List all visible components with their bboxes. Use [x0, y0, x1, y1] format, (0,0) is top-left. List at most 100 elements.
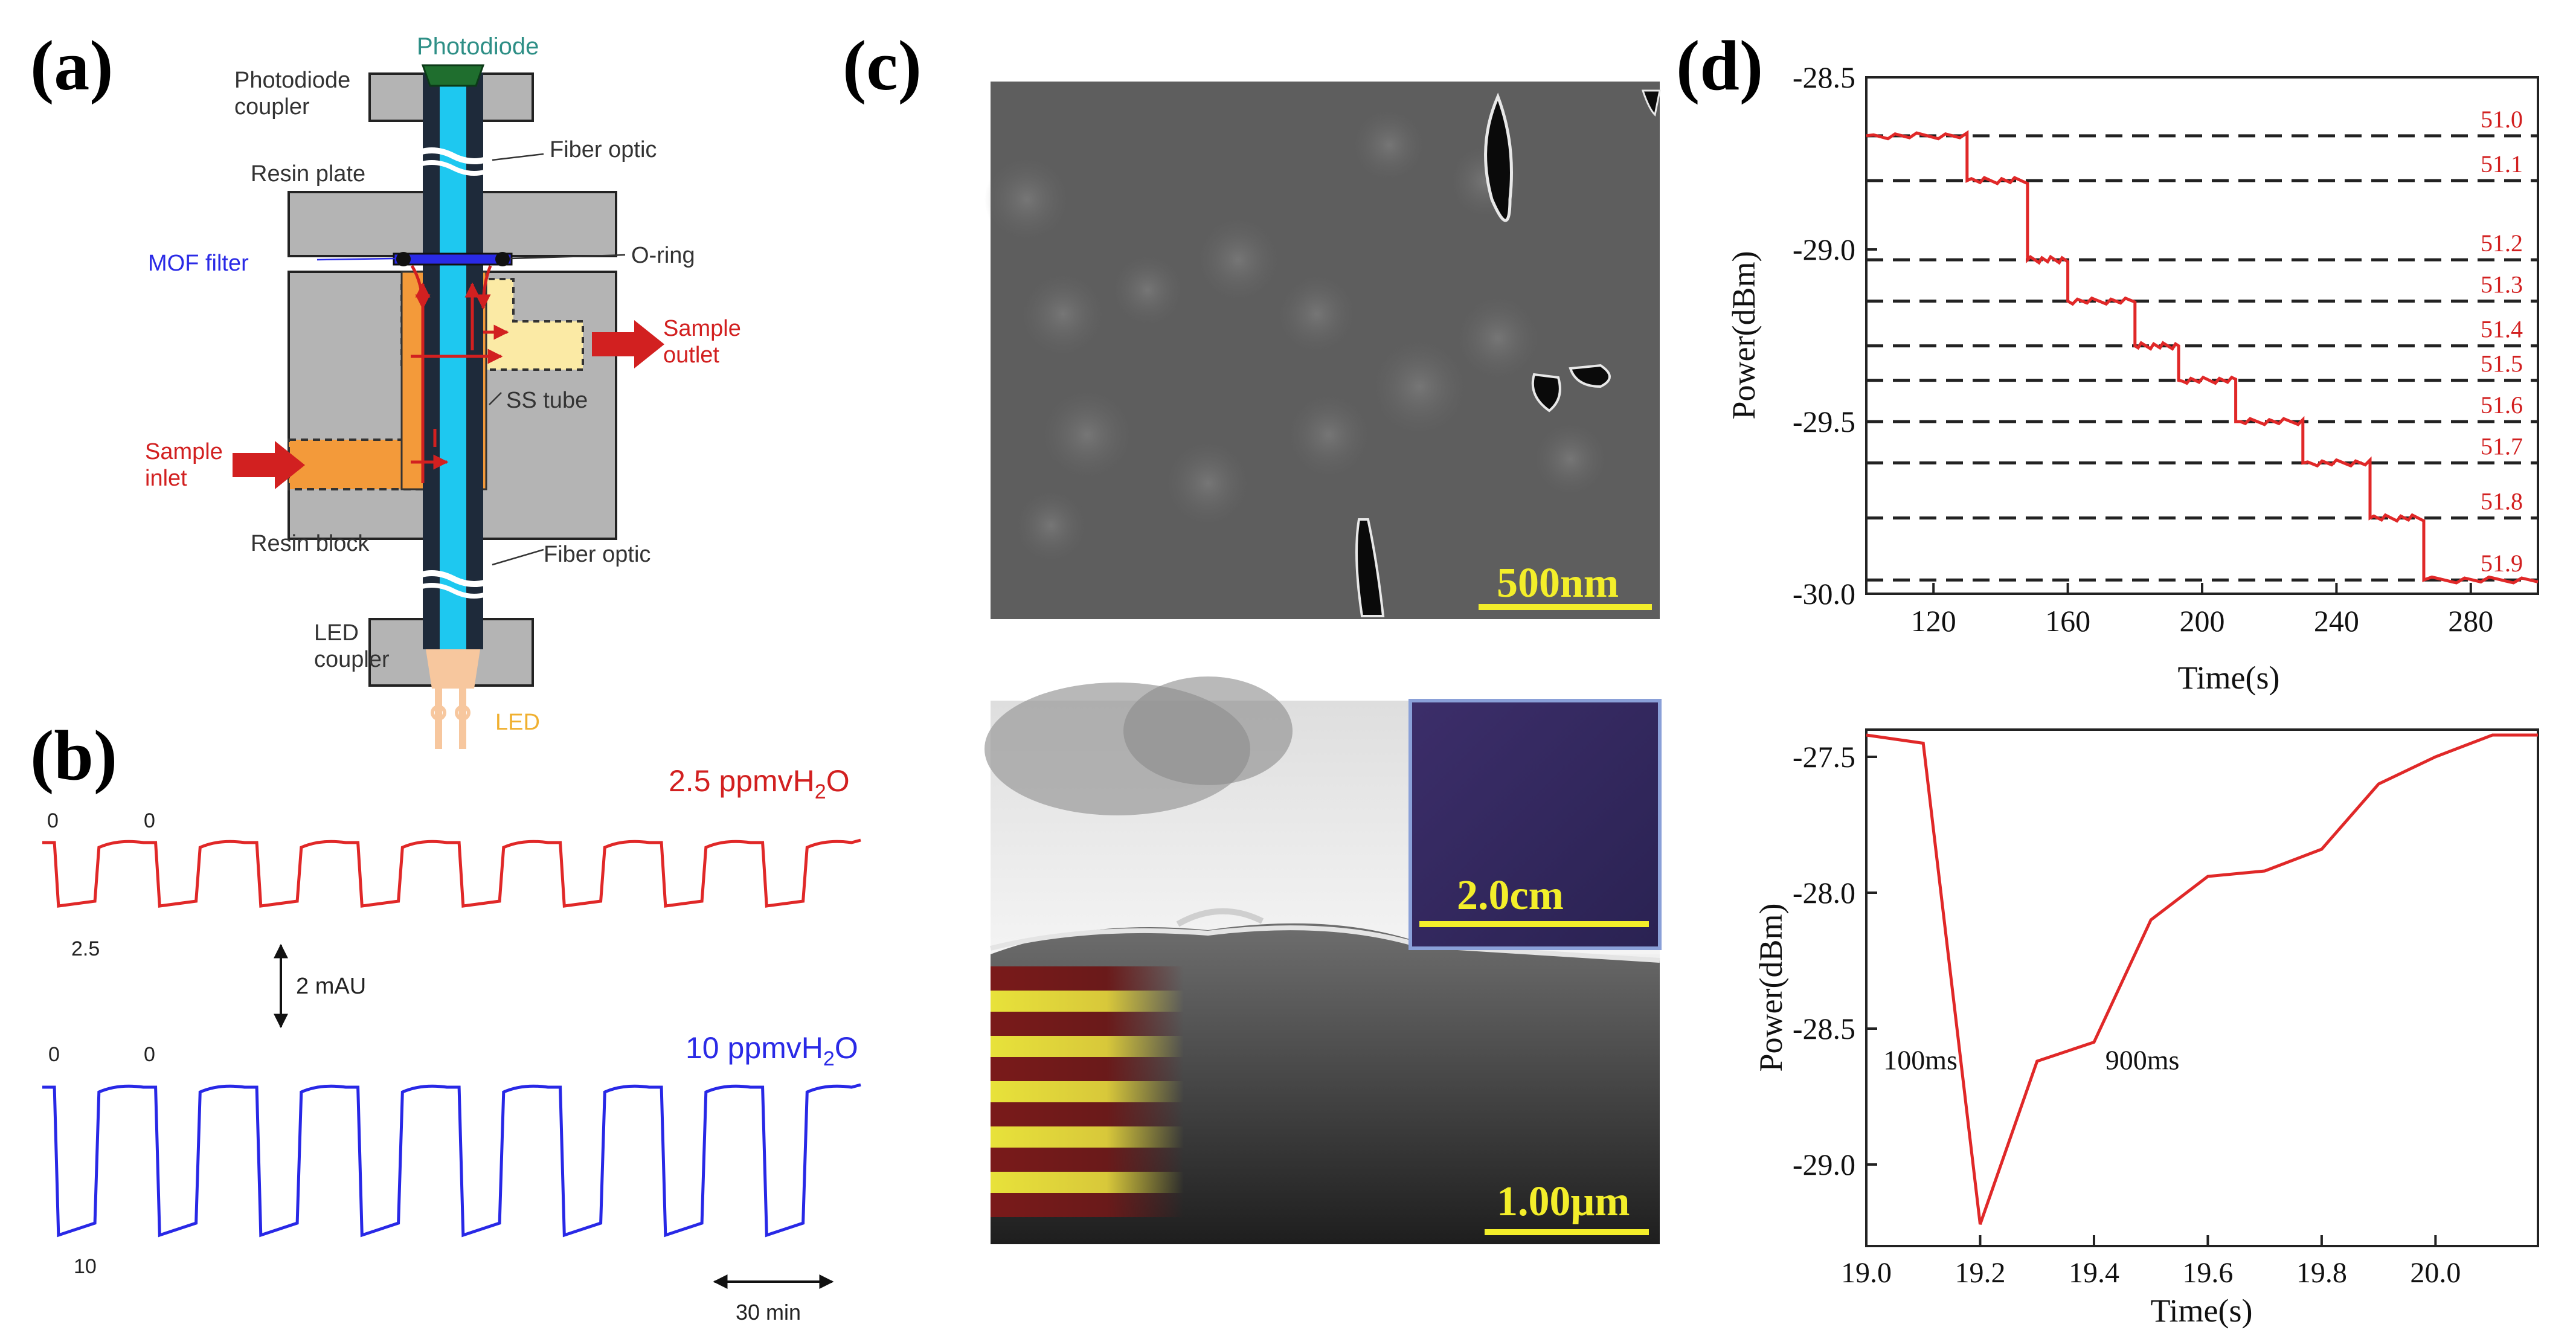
chart1-xtick-label: 160	[2045, 604, 2090, 638]
label-resin-block: Resin block	[251, 531, 370, 556]
chart1-ref-label: 51.1	[2481, 150, 2523, 178]
sample-inlet-arrow	[233, 441, 305, 489]
chart1-xtick-label: 200	[2180, 604, 2225, 638]
trace-top-low: 2.5	[71, 937, 100, 960]
label-led-coupler-text-line-1: coupler	[314, 647, 390, 672]
label-ss-tube: SS tube	[506, 388, 588, 413]
chart1-ref-label: 51.3	[2481, 271, 2523, 298]
chart1-ref-label: 51.2	[2481, 230, 2523, 257]
label-photodiode: Photodiode	[417, 33, 539, 60]
flow-arrows	[410, 265, 509, 483]
scale-label-1um: 1.00μm	[1497, 1178, 1630, 1225]
panel-label-d: (d)	[1676, 26, 1763, 105]
chart1-xlabel: Time(s)	[2177, 660, 2279, 696]
chart1-xtick-label: 120	[1911, 604, 1956, 638]
chart1-ref-label: 51.6	[2481, 391, 2523, 419]
trace-bottom-zero-b: 0	[144, 1043, 155, 1066]
chart2-xtick-label: 19.4	[2069, 1257, 2119, 1289]
chart2-ytick-label: -29.0	[1793, 1148, 1855, 1181]
sem-top-image: 500nm	[984, 82, 1661, 619]
chart2-xtick-label: 20.0	[2410, 1257, 2461, 1289]
scale-label-2cm: 2.0cm	[1457, 872, 1564, 919]
label-photodiode-coupler: Photodiode coupler	[234, 68, 350, 120]
chart1-series	[1866, 130, 2539, 585]
trace-bottom-low: 10	[74, 1255, 97, 1278]
inset-photo	[1408, 699, 1662, 950]
label-photodiode-coupler-text-line-1: coupler	[234, 94, 310, 120]
label-led-coupler-text-line-0: LED	[314, 620, 359, 646]
chart2-xlabel: Time(s)	[2150, 1293, 2252, 1329]
chart1-ref-label: 51.8	[2481, 488, 2523, 515]
sem-cross-section-image: 2.0cm 1.00μm	[984, 676, 1662, 1244]
chart2-frame	[1865, 728, 2539, 1247]
chart2-series	[1866, 733, 2538, 1225]
label-sample-inlet-text: Sample inlet	[145, 439, 223, 491]
trace-bottom-zero-a: 0	[48, 1043, 60, 1066]
sample-outlet-arrow	[592, 320, 664, 368]
panel-label-c: (c)	[843, 26, 922, 105]
power-step-chart: Time(s) Power(dBm) 51.0 51.1 51.2 51.3 51.4 5…	[1726, 60, 2539, 696]
o-ring-left	[396, 252, 411, 266]
trace-top-label-text: 2.5 ppmvH	[669, 764, 815, 798]
chart2-annotation: 900ms	[2105, 1045, 2180, 1076]
label-o-ring: O-ring	[631, 243, 695, 268]
trace-bottom-label: 10 ppmvH2O	[686, 1031, 858, 1070]
chart2-xtick-label: 19.8	[2296, 1257, 2347, 1289]
scale-bar-label: 2 mAU	[296, 974, 366, 999]
label-sample-inlet: Sample inlet	[145, 439, 223, 491]
chart1-ytick-label: -30.0	[1793, 577, 1855, 611]
chart2-xtick-label: 19.6	[2182, 1257, 2233, 1289]
mof-filter	[393, 252, 513, 266]
absorbance-traces: 0 0 2.5 2.5 ppmvH2O 2 mAU 0 0 10 10 ppmv…	[42, 764, 861, 1325]
label-sample-outlet-text-line-1: outlet	[663, 342, 719, 368]
label-sample-outlet-text: Sample outlet	[663, 316, 741, 368]
label-sample-inlet-text-line-1: inlet	[145, 466, 187, 491]
layer-stripes	[991, 966, 1184, 1217]
trace-top-zero-a: 0	[47, 809, 59, 832]
label-sample-outlet: Sample outlet	[663, 316, 741, 368]
chart1-ytick-label: -28.5	[1793, 60, 1855, 94]
label-sample-outlet-text-line-0: Sample	[663, 316, 741, 341]
scale-label-500nm: 500nm	[1497, 560, 1619, 606]
label-led-coupler-text: LED coupler	[314, 620, 390, 672]
chart1-xtick-label: 280	[2448, 604, 2493, 638]
label-photodiode-coupler-text-line-0: Photodiode	[234, 68, 350, 93]
trace-2-5-ppmv	[42, 838, 861, 908]
photodiode-icon	[421, 64, 485, 87]
chart2-annotation: 100ms	[1883, 1045, 1958, 1076]
trace-10-ppmv	[42, 1083, 861, 1238]
chart1-ref-label: 51.9	[2481, 550, 2523, 577]
chart1-ref-label: 51.0	[2481, 106, 2523, 133]
label-mof-filter: MOF filter	[148, 251, 249, 276]
label-fiber-optic-bottom: Fiber optic	[544, 542, 650, 567]
chart1-ref-label: 51.4	[2481, 316, 2523, 343]
chart1-ytick-label: -29.5	[1793, 405, 1855, 439]
label-led-coupler: LED coupler	[314, 620, 390, 672]
fiber-break-top	[409, 147, 497, 164]
label-led: LED	[495, 710, 540, 735]
power-response-chart: Time(s) Power(dBm) 100ms 900ms 19.0 19.2 19.…	[1753, 728, 2539, 1329]
chart2-ytick-label: -27.5	[1793, 740, 1855, 774]
trace-top-zero-b: 0	[144, 809, 155, 832]
label-fiber-optic-top: Fiber optic	[550, 137, 657, 162]
chart2-ytick-label: -28.5	[1793, 1012, 1855, 1046]
trace-bottom-label-text: 10 ppmvH	[686, 1031, 823, 1065]
chart1-ytick-label: -29.0	[1793, 233, 1855, 266]
chart1-ref-label: 51.7	[2481, 432, 2523, 460]
chart1-ylabel: Power(dBm)	[1726, 251, 1762, 420]
o-ring-right	[495, 252, 510, 266]
chart2-xtick-label: 19.0	[1841, 1257, 1892, 1289]
chart1-ref-label: 51.5	[2481, 350, 2523, 377]
label-sample-inlet-text-line-0: Sample	[145, 439, 223, 464]
pore-defect	[1484, 92, 1513, 222]
led-icon	[426, 649, 480, 689]
label-photodiode-coupler-text: Photodiode coupler	[234, 68, 350, 120]
panel-label-b: (b)	[30, 716, 117, 795]
trace-top-label: 2.5 ppmvH2O	[669, 764, 850, 803]
chart2-xtick-label: 19.2	[1954, 1257, 2005, 1289]
fiber-break-bottom	[409, 570, 497, 587]
sensor-diagram	[233, 64, 664, 749]
time-scale-label: 30 min	[736, 1300, 801, 1325]
chart1-xtick-label: 240	[2314, 604, 2359, 638]
